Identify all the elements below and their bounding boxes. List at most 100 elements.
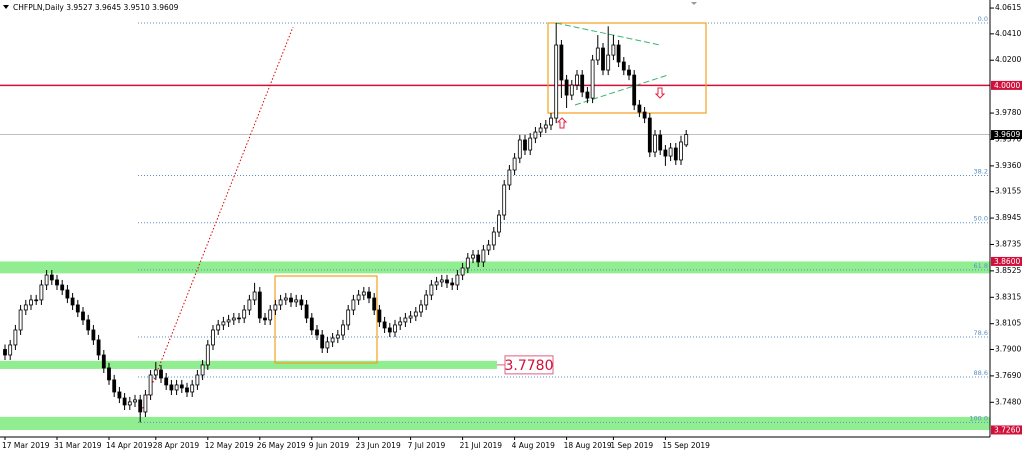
candle-body [252,291,257,301]
candle-body [148,374,153,396]
y-tick-label: 4.0410 [995,29,1021,38]
candle-body [159,369,163,379]
candle-body [335,334,340,339]
y-tick-label: 3.8105 [995,319,1021,328]
candle-body [606,54,611,71]
candle-body [403,317,408,323]
candle-body [611,44,616,56]
candle-body [179,384,184,389]
candle-body [356,294,361,301]
candle-body [471,254,475,259]
candle-body [294,299,299,303]
candle-body [393,324,397,333]
y-tick-label: 3.9360 [995,161,1021,170]
candle-body [138,399,143,413]
candle-body [372,297,377,311]
x-tick-label: 7 Jul 2019 [408,441,446,450]
candle-body [575,74,579,86]
candle-body [289,297,293,303]
fib-label: 61.8 [974,262,988,270]
up-arrow [556,117,568,129]
candle-body [34,299,39,302]
price-tag-bg [991,256,1022,266]
candle-body [29,299,33,306]
candle-body [330,337,335,343]
candle-body [621,61,626,71]
fib-label: 0.0 [978,15,988,23]
price-tag: 4.0000 [994,81,1020,90]
menu-triangle [3,5,9,9]
candle-body [65,289,70,299]
zone-label-box [504,355,554,375]
candle-body [205,344,210,366]
candle-body [590,59,595,99]
candle-body [112,379,117,393]
candle-body [190,384,195,393]
candle-body [268,309,273,321]
candle-body [257,291,262,319]
candle-body [564,79,569,96]
x-tick-label: 14 Apr 2019 [106,441,153,450]
candle-body [673,147,678,161]
candle-body [595,47,600,61]
candle-body [8,344,13,356]
candle-body [117,391,122,399]
candle-body [580,74,585,93]
candle-body [408,315,413,319]
candle-body [367,291,371,299]
candle-body [450,282,455,286]
candle-body [653,134,657,153]
zone-label: 3.7780 [505,358,554,374]
candle-body [346,309,351,326]
candle-body [481,249,486,263]
candle-body [273,304,278,311]
candle-body [507,169,512,186]
y-tick-label: 3.7480 [995,397,1021,406]
candle-body [533,131,538,139]
candle-body [278,299,283,306]
candle-body [361,291,366,296]
candle-body [559,44,564,81]
candle-body [101,354,106,369]
candle-body [616,44,621,63]
candle-body [13,329,18,346]
candle-body [543,124,548,129]
candle-body [585,91,590,99]
fib-label: 78.6 [974,329,988,337]
range-box [274,275,378,364]
x-tick-label: 4 Aug 2019 [512,441,555,450]
price-tag: 3.7260 [994,425,1020,434]
y-tick-label: 3.8525 [995,266,1021,275]
candle-body [325,341,330,349]
x-tick-label: 1 Sep 2019 [610,441,653,450]
y-tick-label: 3.7690 [995,371,1021,380]
price-tag-bg [991,130,1022,140]
candle-body [86,319,91,331]
candle-body [413,311,418,317]
candle-body [549,117,553,126]
candle-body [221,321,226,326]
candle-body [434,281,439,286]
y-tick-label: 4.0615 [995,3,1021,12]
y-tick-label: 3.7900 [995,344,1021,353]
candle-body [315,329,319,336]
annotations [139,22,707,416]
candle-body [18,309,23,331]
candle-body [242,309,247,319]
candle-body [387,327,392,333]
x-tick-label: 15 Sep 2019 [662,441,710,450]
price-tag-bg [991,425,1022,435]
candle-body [39,284,44,301]
candle-body [476,254,481,263]
chart-title: CHFPLN,Daily 3.9527 3.9645 3.9510 3.9609 [13,3,179,12]
fib-label: 50.0 [974,215,988,223]
candle-body [502,184,507,216]
candle-body [122,397,127,406]
candle-body [174,384,179,391]
candle-body [439,279,444,283]
candle-body [491,231,496,246]
candle-body [263,317,267,321]
price-tag: 3.9609 [994,130,1020,139]
